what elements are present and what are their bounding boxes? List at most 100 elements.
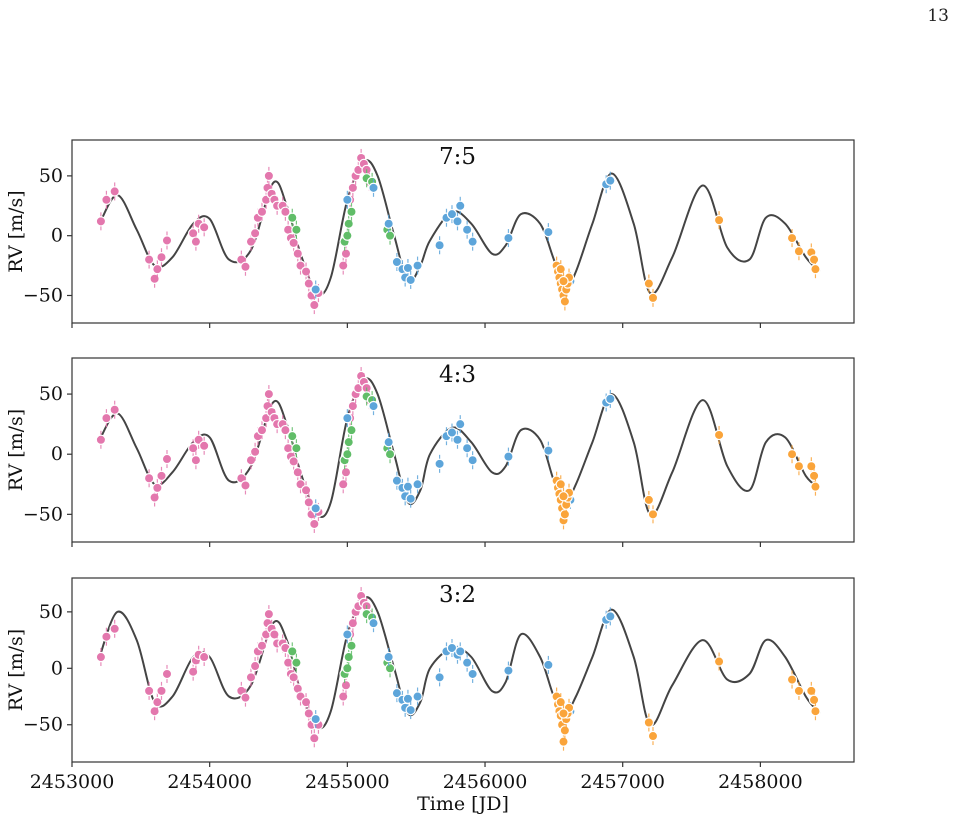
data-point xyxy=(402,262,414,274)
data-point xyxy=(405,274,416,286)
data-point xyxy=(342,412,353,424)
data-point xyxy=(558,708,569,719)
data-point xyxy=(198,222,210,233)
data-point xyxy=(605,393,616,405)
data-point xyxy=(143,685,155,697)
y-tick-label: 50 xyxy=(39,383,63,405)
x-tick-label: 2457000 xyxy=(580,771,665,793)
data-point xyxy=(643,278,655,289)
data-point xyxy=(368,617,379,629)
data-point xyxy=(287,212,298,223)
data-point xyxy=(343,436,354,448)
data-point xyxy=(280,424,291,436)
data-point xyxy=(287,646,298,657)
data-point xyxy=(109,186,120,197)
data-point xyxy=(605,611,616,622)
data-point xyxy=(340,467,352,478)
data-point xyxy=(808,470,820,482)
data-point xyxy=(467,668,478,680)
data-point xyxy=(503,665,514,676)
data-point xyxy=(808,254,820,265)
data-point xyxy=(412,260,423,271)
data-point xyxy=(256,206,268,217)
data-point xyxy=(555,479,566,490)
data-point xyxy=(291,224,302,235)
data-point xyxy=(95,216,107,227)
page-number: 13 xyxy=(927,6,949,26)
data-point xyxy=(786,449,798,460)
data-point xyxy=(240,261,251,272)
data-point xyxy=(786,232,798,244)
data-point xyxy=(461,224,473,235)
data-point xyxy=(808,694,820,706)
data-point xyxy=(338,260,349,271)
data-point xyxy=(559,725,571,736)
data-point xyxy=(455,646,466,657)
data-point xyxy=(300,485,312,496)
data-point xyxy=(198,440,210,451)
data-point xyxy=(300,266,312,277)
y-tick-label: 50 xyxy=(39,165,63,187)
plot-frame xyxy=(71,577,855,763)
y-tick-label: 50 xyxy=(39,601,63,623)
data-point xyxy=(161,453,173,465)
data-point xyxy=(342,629,353,640)
data-point xyxy=(109,623,120,634)
data-point xyxy=(256,424,268,436)
data-point xyxy=(291,657,302,668)
data-point xyxy=(309,518,320,530)
data-point xyxy=(343,218,354,229)
data-point xyxy=(793,461,805,472)
data-point xyxy=(713,214,725,226)
data-point xyxy=(647,509,659,520)
data-point xyxy=(384,449,396,460)
data-point xyxy=(810,706,821,717)
data-point xyxy=(559,296,571,307)
data-point xyxy=(95,434,107,445)
y-tick-label: −50 xyxy=(23,284,63,306)
data-point xyxy=(434,240,445,251)
data-point xyxy=(368,400,379,412)
data-point xyxy=(347,400,359,412)
data-point xyxy=(412,479,423,490)
data-point xyxy=(288,672,299,683)
data-point xyxy=(452,434,463,445)
data-point xyxy=(310,284,321,295)
data-point xyxy=(810,481,821,492)
data-point xyxy=(346,424,357,436)
data-point xyxy=(543,659,554,671)
data-point xyxy=(161,235,173,246)
data-point xyxy=(558,736,569,747)
data-point xyxy=(152,696,163,708)
y-axis-label: RV [m/s] xyxy=(5,629,27,711)
data-point xyxy=(338,479,349,490)
data-point xyxy=(434,672,445,683)
data-point xyxy=(156,470,167,482)
data-point xyxy=(461,657,473,668)
data-point xyxy=(190,455,202,466)
data-point xyxy=(190,236,202,247)
data-point xyxy=(713,429,725,441)
data-point xyxy=(383,436,394,448)
plot-frame xyxy=(71,139,855,324)
data-point xyxy=(347,182,359,194)
data-point xyxy=(263,170,275,182)
x-tick-label: 2455000 xyxy=(305,771,390,793)
data-point xyxy=(161,668,173,680)
data-point xyxy=(245,236,257,247)
data-point xyxy=(391,256,403,268)
data-point xyxy=(240,480,251,491)
data-point xyxy=(342,663,353,674)
y-axis-label: RV [m/s] xyxy=(5,409,27,491)
data-point xyxy=(263,388,275,400)
data-point xyxy=(187,442,199,454)
data-point xyxy=(647,292,659,304)
data-point xyxy=(101,631,112,642)
data-point xyxy=(467,455,478,466)
data-point xyxy=(455,418,466,430)
data-point xyxy=(384,663,396,674)
data-point xyxy=(291,442,302,454)
data-point xyxy=(786,674,798,685)
data-point xyxy=(558,491,569,502)
